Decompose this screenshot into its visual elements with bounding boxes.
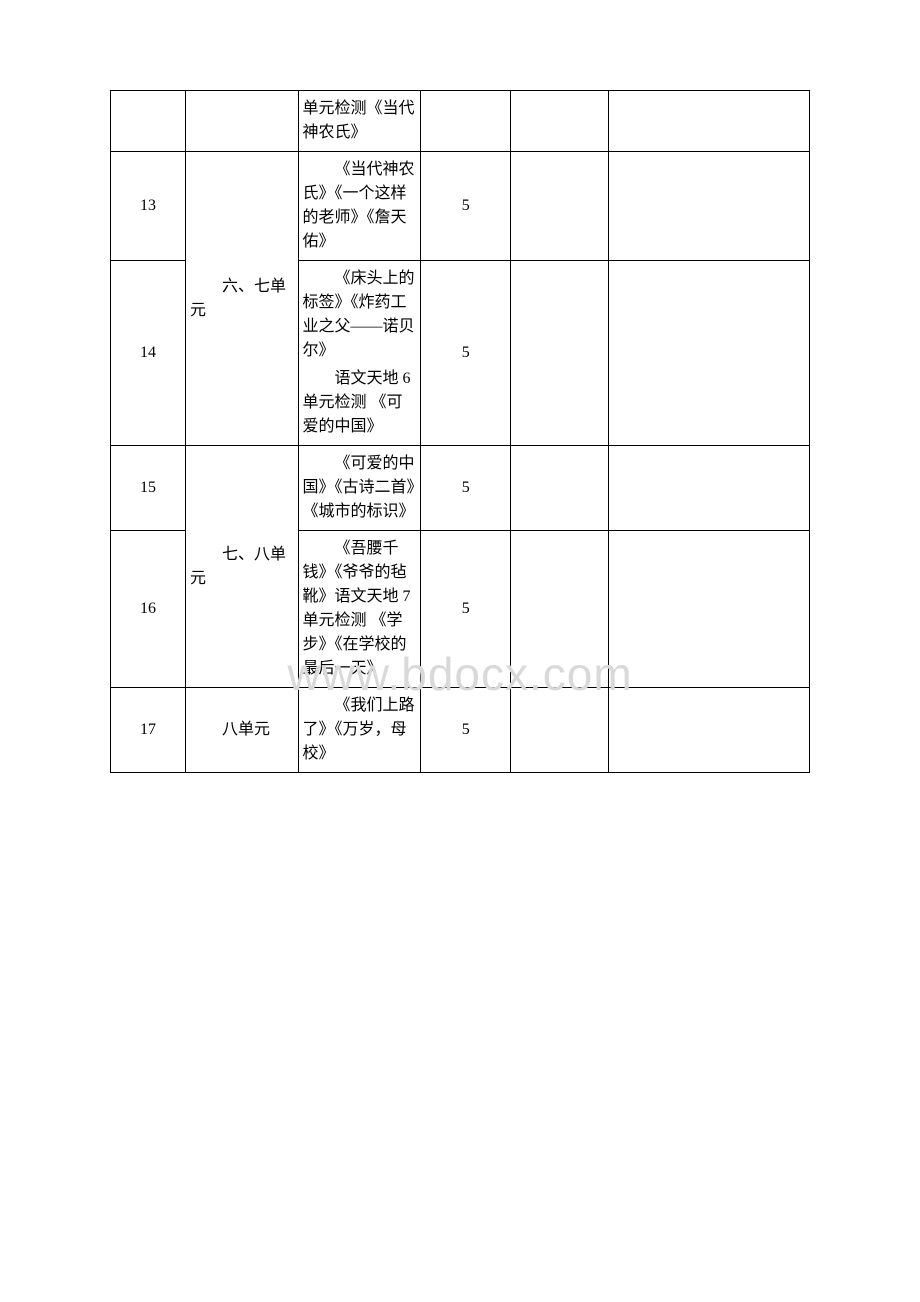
cell-hours: 5	[421, 261, 511, 446]
cell-week: 17	[111, 688, 186, 773]
document-page: 单元检测《当代神农氏》 13 六、七单元 《当代神农氏》《一个这样的老师》《詹天…	[0, 0, 920, 863]
cell-blank	[511, 152, 609, 261]
cell-hours	[421, 91, 511, 152]
cell-unit: 八单元	[186, 688, 299, 773]
cell-blank	[511, 688, 609, 773]
cell-blank	[608, 261, 809, 446]
cell-week: 14	[111, 261, 186, 446]
cell-blank	[511, 91, 609, 152]
cell-content: 《吾腰千钱》《爷爷的毡靴》语文天地 7 单元检测 《学步》《在学校的最后一天》	[298, 531, 421, 688]
cell-content: 《可爱的中国》《古诗二首》《城市的标识》	[298, 446, 421, 531]
cell-blank	[608, 91, 809, 152]
cell-week	[111, 91, 186, 152]
cell-hours: 5	[421, 152, 511, 261]
table-row: 17 八单元 《我们上路了》《万岁，母校》 5	[111, 688, 810, 773]
table-row: 13 六、七单元 《当代神农氏》《一个这样的老师》《詹天佑》 5	[111, 152, 810, 261]
cell-hours: 5	[421, 688, 511, 773]
cell-unit: 七、八单元	[186, 446, 299, 688]
cell-blank	[608, 531, 809, 688]
cell-unit	[186, 91, 299, 152]
cell-unit: 六、七单元	[186, 152, 299, 446]
cell-blank	[511, 531, 609, 688]
cell-content: 单元检测《当代神农氏》	[298, 91, 421, 152]
cell-week: 13	[111, 152, 186, 261]
table-row: 单元检测《当代神农氏》	[111, 91, 810, 152]
schedule-table: 单元检测《当代神农氏》 13 六、七单元 《当代神农氏》《一个这样的老师》《詹天…	[110, 90, 810, 773]
cell-blank	[608, 446, 809, 531]
cell-week: 16	[111, 531, 186, 688]
cell-blank	[608, 688, 809, 773]
cell-hours: 5	[421, 531, 511, 688]
table-row: 15 七、八单元 《可爱的中国》《古诗二首》《城市的标识》 5	[111, 446, 810, 531]
cell-content: 《当代神农氏》《一个这样的老师》《詹天佑》	[298, 152, 421, 261]
cell-week: 15	[111, 446, 186, 531]
cell-blank	[608, 152, 809, 261]
cell-content: 《我们上路了》《万岁，母校》	[298, 688, 421, 773]
cell-hours: 5	[421, 446, 511, 531]
cell-blank	[511, 446, 609, 531]
cell-content: 《床头上的标签》《炸药工业之父——诺贝尔》 语文天地 6 单元检测 《可爱的中国…	[298, 261, 421, 446]
cell-blank	[511, 261, 609, 446]
